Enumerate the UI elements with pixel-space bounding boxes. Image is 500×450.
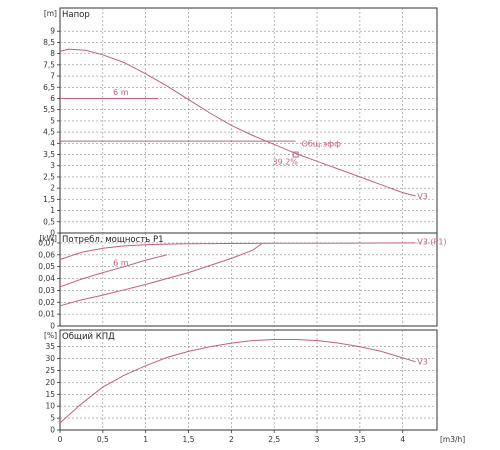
power-series-line [59, 243, 262, 307]
head-y-tick-label: 3,5 [43, 150, 55, 159]
eff-panel-title: Общий КПД [62, 332, 115, 342]
head-y-tick-label: 6,5 [43, 83, 55, 92]
head-y-tick-label: 5,5 [43, 105, 55, 114]
head-y-tick-label: 8,5 [43, 38, 55, 47]
head-operating-point-marker [292, 151, 299, 158]
x-tick-label: 0,5 [97, 435, 109, 444]
x-tick-label: 4 [400, 435, 405, 444]
head-y-tick-label: 9 [50, 27, 55, 36]
eff-panel-frame [59, 329, 438, 431]
head-y-tick-label: 4,5 [43, 128, 55, 137]
power-series-line [59, 242, 416, 260]
head-y-tick-label: 7,5 [43, 60, 55, 69]
eff-annotation-label: V3 [417, 358, 428, 367]
eff-y-tick-label: 35 [45, 342, 55, 351]
power-y-tick-label: 0,06 [38, 250, 55, 259]
power-annotation-label: V3 (P1) [417, 238, 446, 247]
power-panel-frame [59, 232, 438, 327]
eff-y-tick-label: 5 [50, 414, 55, 423]
eff-y-tick-label: 15 [45, 390, 55, 399]
x-tick-label: 3 [315, 435, 320, 444]
eff-unit-label: [%] [44, 331, 57, 340]
x-tick-label: 3,5 [354, 435, 366, 444]
head-y-tick-label: 6 [50, 94, 55, 103]
head-y-tick-label: 2,5 [43, 172, 55, 181]
head-annotation-label: 39,2% [272, 158, 298, 167]
x-tick-label: 1,5 [183, 435, 195, 444]
head-y-tick-label: 5 [50, 116, 55, 125]
x-tick-label: 2 [229, 435, 234, 444]
power-y-tick-label: 0,03 [38, 286, 55, 295]
power-panel-title: Потребл. мощность P1 [62, 235, 164, 245]
head-y-tick-label: 2 [50, 184, 55, 193]
head-annotation-label: 6 m [113, 88, 129, 97]
head-y-tick-label: 0,5 [43, 217, 55, 226]
eff-y-tick-label: 10 [45, 402, 55, 411]
power-annotation-label: 6 m [113, 258, 129, 267]
x-tick-label: 1 [143, 435, 148, 444]
head-y-tick-label: 1,5 [43, 195, 55, 204]
head-series-line [59, 48, 416, 197]
eff-y-tick-label: 20 [45, 378, 55, 387]
head-panel-title: Напор [62, 10, 90, 20]
power-y-tick-label: 0,05 [38, 262, 55, 271]
head-annotation-label: Общ.эфф [302, 140, 342, 149]
head-y-tick-label: 3 [50, 161, 55, 170]
eff-series-line [59, 339, 416, 424]
power-unit-label: [kW] [39, 234, 57, 243]
head-y-tick-label: 7 [50, 72, 55, 81]
power-series-line [59, 254, 168, 288]
head-y-tick-label: 8 [50, 49, 55, 58]
x-tick-label: 0 [58, 435, 63, 444]
power-y-tick-label: 0,04 [38, 274, 55, 283]
x-tick-label: 2,5 [268, 435, 280, 444]
power-y-tick-label: 0,01 [38, 310, 55, 319]
x-axis-unit: [m3/h] [440, 435, 465, 444]
power-y-tick-label: 0 [50, 322, 55, 331]
eff-y-tick-label: 30 [45, 354, 55, 363]
head-unit-label: [m] [44, 9, 57, 18]
head-y-tick-label: 0 [50, 229, 55, 238]
eff-y-tick-label: 25 [45, 366, 55, 375]
head-y-tick-label: 1 [50, 206, 55, 215]
power-y-tick-label: 0,02 [38, 298, 55, 307]
eff-y-tick-label: 0 [50, 426, 55, 435]
power-y-tick-label: 0,07 [38, 238, 55, 247]
head-y-tick-label: 4 [50, 139, 55, 148]
head-annotation-label: V3 [417, 192, 428, 201]
